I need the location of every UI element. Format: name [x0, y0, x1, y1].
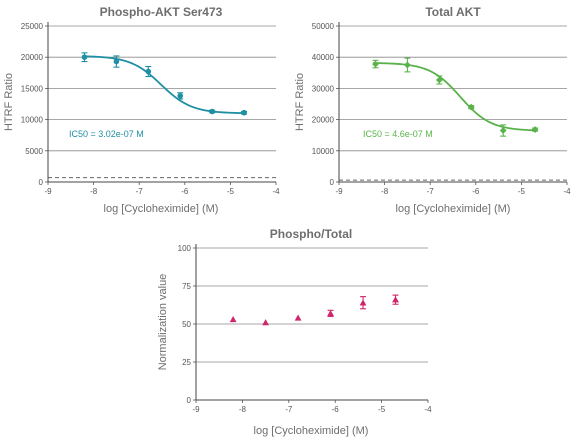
x-axis-label: log [Cycloheximide] (M)	[396, 203, 511, 215]
x-tick-label: -5	[518, 187, 526, 196]
x-tick-label: -9	[335, 187, 343, 196]
x-tick-label: -7	[136, 187, 144, 196]
data-points	[81, 52, 248, 116]
x-tick-label: -9	[192, 405, 200, 414]
x-tick-label: -6	[472, 187, 480, 196]
chart-phospho-total: Phospho/Total Normalization value log [C…	[157, 227, 432, 437]
chart-total-akt: Total AKT HTRF Ratio log [Cycloheximide]…	[294, 5, 571, 215]
y-tick-label: 10000	[312, 147, 335, 156]
data-point	[359, 299, 367, 306]
y-tick-label: 0	[187, 396, 192, 405]
y-tick-label: 50000	[312, 22, 335, 31]
x-tick-label: -6	[332, 405, 340, 414]
data-points	[372, 57, 539, 137]
y-tick-label: 25000	[21, 22, 44, 31]
x-ticks: -9 -8 -7 -6 -5 -4	[192, 400, 432, 414]
data-point	[327, 309, 334, 317]
data-point	[294, 314, 302, 321]
fit-curve	[373, 62, 538, 132]
y-tick-label: 5000	[25, 147, 43, 156]
y-ticks: 0 5000 10000 15000 20000 25000	[21, 22, 48, 187]
fit-curve	[82, 55, 247, 115]
data-point	[229, 316, 237, 323]
data-point	[499, 127, 507, 134]
x-tick-label: -7	[427, 187, 435, 196]
y-tick-label: 75	[182, 282, 191, 291]
y-tick-label: 40000	[312, 53, 335, 62]
x-tick-label: -8	[90, 187, 98, 196]
x-tick-label: -5	[227, 187, 235, 196]
axes	[47, 22, 276, 183]
ic50-annotation: IC50 = 3.02e-07 M	[69, 129, 144, 139]
axes	[195, 244, 428, 401]
data-points	[229, 294, 399, 326]
x-tick-label: -8	[381, 187, 389, 196]
y-ticks: 0 25 50 75 100	[178, 244, 196, 405]
chart-title: Phospho/Total	[270, 227, 352, 241]
data-point	[81, 54, 88, 60]
x-tick-label: -9	[44, 187, 52, 196]
y-tick-label: 30000	[312, 84, 335, 93]
data-point	[209, 108, 215, 115]
chart-title: Phospho-AKT Ser473	[100, 5, 223, 19]
data-point	[177, 93, 184, 99]
data-point	[404, 61, 411, 69]
y-tick-label: 15000	[21, 84, 44, 93]
fit-curve-path	[82, 55, 247, 115]
x-tick-label: -4	[563, 187, 571, 196]
data-point	[531, 126, 539, 133]
grid	[196, 247, 428, 363]
y-tick-label: 10000	[21, 116, 44, 125]
x-tick-label: -4	[424, 405, 432, 414]
grid	[48, 25, 276, 179]
x-tick-label: -8	[239, 405, 247, 414]
y-axis-label: Normalization value	[157, 274, 169, 371]
x-tick-label: -4	[272, 187, 280, 196]
ic50-annotation: IC50 = 4.6e-07 M	[363, 129, 433, 139]
x-ticks: -9 -8 -7 -6 -5 -4	[44, 182, 280, 196]
chart-phospho-akt: Phospho-AKT Ser473 HTRF Ratio log [Cyclo…	[3, 5, 280, 215]
data-point	[372, 60, 379, 68]
grid	[339, 25, 567, 181]
y-tick-label: 50	[182, 320, 191, 329]
x-tick-label: -6	[181, 187, 189, 196]
data-point	[262, 319, 269, 326]
x-axis-label: log [Cycloheximide] (M)	[104, 203, 219, 215]
y-ticks: 0 10000 20000 30000 40000 50000	[312, 22, 339, 187]
data-point	[435, 76, 443, 84]
y-tick-label: 25	[182, 358, 191, 367]
data-point	[392, 296, 399, 303]
y-tick-label: 100	[178, 244, 192, 253]
y-axis-label: HTRF Ratio	[294, 73, 306, 131]
x-ticks: -9 -8 -7 -6 -5 -4	[335, 182, 571, 196]
data-point	[145, 68, 152, 75]
chart-title: Total AKT	[425, 5, 481, 19]
y-tick-label: 20000	[21, 53, 44, 62]
data-point	[467, 103, 475, 111]
data-point	[241, 109, 247, 116]
y-tick-label: 0	[330, 178, 335, 187]
data-point	[113, 58, 120, 65]
y-axis-label: HTRF Ratio	[3, 73, 15, 131]
y-tick-label: 0	[39, 178, 44, 187]
x-axis-label: log [Cycloheximide] (M)	[254, 425, 369, 437]
y-tick-label: 20000	[312, 116, 335, 125]
x-tick-label: -7	[285, 405, 293, 414]
x-tick-label: -5	[378, 405, 386, 414]
fit-curve-path	[373, 62, 538, 132]
axes	[338, 22, 567, 183]
